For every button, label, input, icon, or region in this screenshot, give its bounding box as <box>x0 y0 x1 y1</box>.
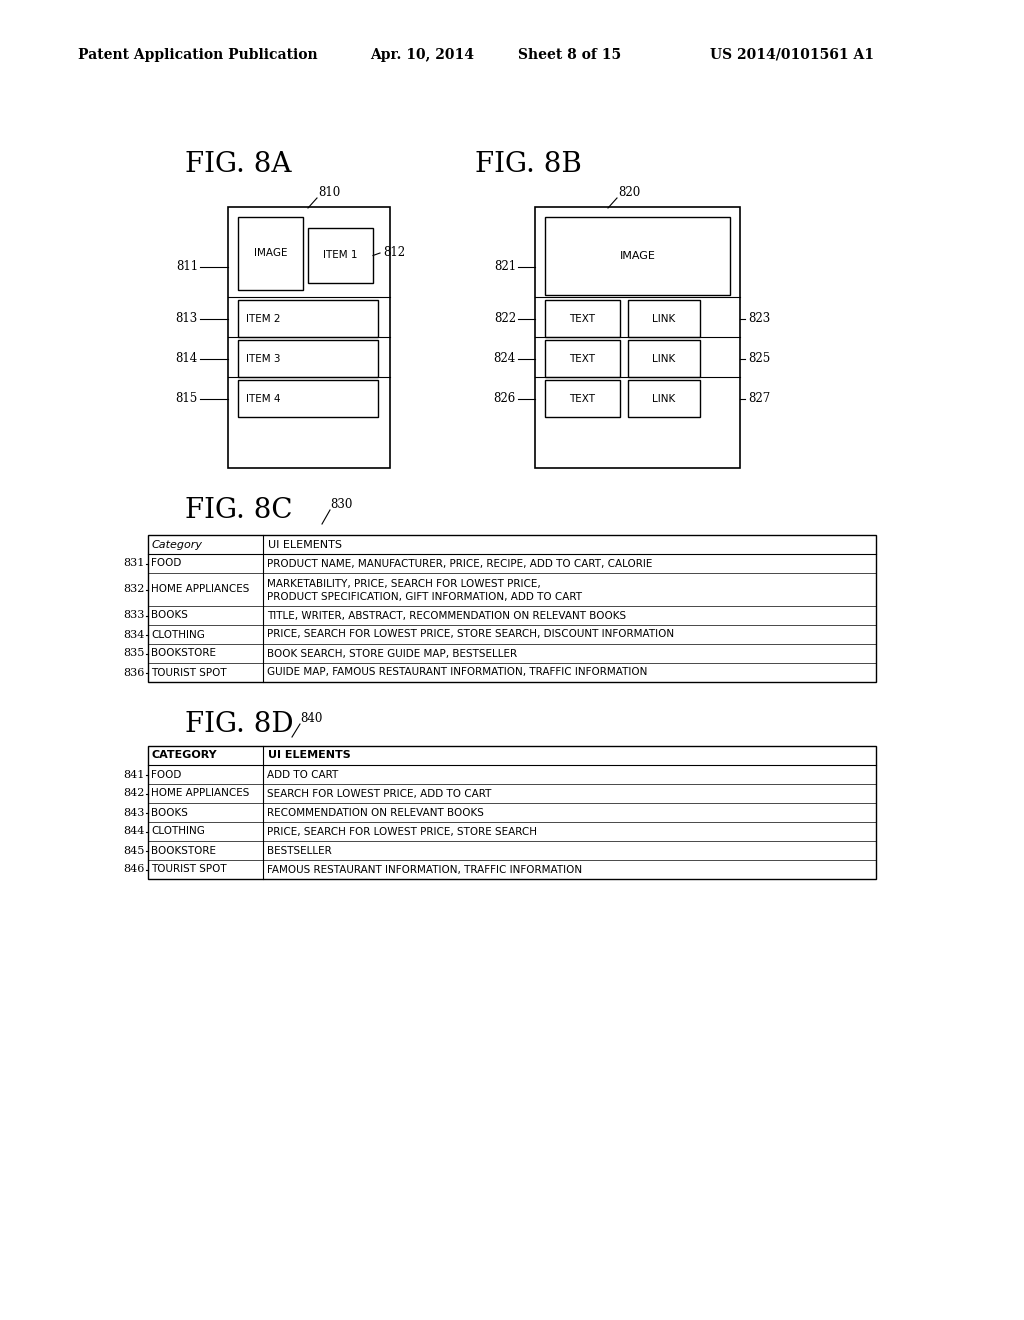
Text: UI ELEMENTS: UI ELEMENTS <box>268 540 342 549</box>
Text: LINK: LINK <box>652 393 676 404</box>
Text: TEXT: TEXT <box>569 354 596 363</box>
Text: TOURIST SPOT: TOURIST SPOT <box>151 865 226 874</box>
Text: 841: 841 <box>124 770 145 780</box>
Text: ADD TO CART: ADD TO CART <box>267 770 338 780</box>
Text: 844: 844 <box>124 826 145 837</box>
Text: BOOK SEARCH, STORE GUIDE MAP, BESTSELLER: BOOK SEARCH, STORE GUIDE MAP, BESTSELLER <box>267 648 517 659</box>
Text: 814: 814 <box>176 352 198 366</box>
Text: UI ELEMENTS: UI ELEMENTS <box>268 751 351 760</box>
Text: CLOTHING: CLOTHING <box>151 826 205 837</box>
Text: FIG. 8B: FIG. 8B <box>475 152 582 178</box>
Text: PRICE, SEARCH FOR LOWEST PRICE, STORE SEARCH, DISCOUNT INFORMATION: PRICE, SEARCH FOR LOWEST PRICE, STORE SE… <box>267 630 674 639</box>
Text: BESTSELLER: BESTSELLER <box>267 846 332 855</box>
Text: PRODUCT SPECIFICATION, GIFT INFORMATION, ADD TO CART: PRODUCT SPECIFICATION, GIFT INFORMATION,… <box>267 591 582 602</box>
Text: LINK: LINK <box>652 354 676 363</box>
Text: Patent Application Publication: Patent Application Publication <box>78 48 317 62</box>
Text: Apr. 10, 2014: Apr. 10, 2014 <box>370 48 474 62</box>
Text: 840: 840 <box>300 713 323 726</box>
Text: ITEM 2: ITEM 2 <box>246 314 281 323</box>
Text: 811: 811 <box>176 260 198 273</box>
Text: CATEGORY: CATEGORY <box>152 751 218 760</box>
Text: ITEM 4: ITEM 4 <box>246 393 281 404</box>
Text: 813: 813 <box>176 312 198 325</box>
Text: 826: 826 <box>494 392 516 405</box>
Text: US 2014/0101561 A1: US 2014/0101561 A1 <box>710 48 874 62</box>
Text: 845: 845 <box>124 846 145 855</box>
Text: 820: 820 <box>618 186 640 199</box>
Text: FIG. 8D: FIG. 8D <box>185 710 294 738</box>
Text: ITEM 1: ITEM 1 <box>324 251 357 260</box>
Text: RECOMMENDATION ON RELEVANT BOOKS: RECOMMENDATION ON RELEVANT BOOKS <box>267 808 484 817</box>
Text: FAMOUS RESTAURANT INFORMATION, TRAFFIC INFORMATION: FAMOUS RESTAURANT INFORMATION, TRAFFIC I… <box>267 865 582 874</box>
Bar <box>228 207 390 469</box>
Bar <box>628 341 700 378</box>
Text: Sheet 8 of 15: Sheet 8 of 15 <box>518 48 622 62</box>
Bar <box>238 216 303 290</box>
Text: 815: 815 <box>176 392 198 405</box>
Text: HOME APPLIANCES: HOME APPLIANCES <box>151 788 250 799</box>
Text: CLOTHING: CLOTHING <box>151 630 205 639</box>
Text: 824: 824 <box>494 352 516 366</box>
Text: FIG. 8C: FIG. 8C <box>185 496 293 524</box>
Text: IMAGE: IMAGE <box>620 251 655 261</box>
Text: 843: 843 <box>124 808 145 817</box>
Text: 832: 832 <box>124 585 145 594</box>
Bar <box>238 300 378 337</box>
Text: 834: 834 <box>124 630 145 639</box>
Bar <box>148 746 876 879</box>
Bar <box>545 216 730 294</box>
Text: HOME APPLIANCES: HOME APPLIANCES <box>151 585 250 594</box>
Text: 842: 842 <box>124 788 145 799</box>
Text: 835: 835 <box>124 648 145 659</box>
Text: 812: 812 <box>383 247 406 260</box>
Text: 810: 810 <box>318 186 340 199</box>
Text: 822: 822 <box>494 312 516 325</box>
Bar <box>308 228 373 282</box>
Text: 821: 821 <box>494 260 516 273</box>
Text: PRODUCT NAME, MANUFACTURER, PRICE, RECIPE, ADD TO CART, CALORIE: PRODUCT NAME, MANUFACTURER, PRICE, RECIP… <box>267 558 652 569</box>
Bar <box>628 380 700 417</box>
Text: LINK: LINK <box>652 314 676 323</box>
Text: 831: 831 <box>124 558 145 569</box>
Text: TEXT: TEXT <box>569 314 596 323</box>
Text: FIG. 8A: FIG. 8A <box>185 152 292 178</box>
Text: 825: 825 <box>748 352 770 366</box>
Text: Category: Category <box>152 540 203 549</box>
Text: ITEM 3: ITEM 3 <box>246 354 281 363</box>
Text: IMAGE: IMAGE <box>254 248 288 259</box>
Bar <box>545 300 620 337</box>
Text: 823: 823 <box>748 312 770 325</box>
Text: 827: 827 <box>748 392 770 405</box>
Text: MARKETABILITY, PRICE, SEARCH FOR LOWEST PRICE,: MARKETABILITY, PRICE, SEARCH FOR LOWEST … <box>267 578 541 589</box>
Bar <box>148 535 876 682</box>
Text: 833: 833 <box>124 610 145 620</box>
Bar <box>628 300 700 337</box>
Text: TOURIST SPOT: TOURIST SPOT <box>151 668 226 677</box>
Text: BOOKS: BOOKS <box>151 808 187 817</box>
Text: PRICE, SEARCH FOR LOWEST PRICE, STORE SEARCH: PRICE, SEARCH FOR LOWEST PRICE, STORE SE… <box>267 826 537 837</box>
Text: 846: 846 <box>124 865 145 874</box>
Text: FOOD: FOOD <box>151 558 181 569</box>
Bar <box>238 380 378 417</box>
Text: TITLE, WRITER, ABSTRACT, RECOMMENDATION ON RELEVANT BOOKS: TITLE, WRITER, ABSTRACT, RECOMMENDATION … <box>267 610 626 620</box>
Text: GUIDE MAP, FAMOUS RESTAURANT INFORMATION, TRAFFIC INFORMATION: GUIDE MAP, FAMOUS RESTAURANT INFORMATION… <box>267 668 647 677</box>
Text: BOOKS: BOOKS <box>151 610 187 620</box>
Bar <box>535 207 740 469</box>
Text: TEXT: TEXT <box>569 393 596 404</box>
Text: BOOKSTORE: BOOKSTORE <box>151 846 216 855</box>
Text: 830: 830 <box>330 499 352 511</box>
Bar <box>545 380 620 417</box>
Bar <box>545 341 620 378</box>
Text: SEARCH FOR LOWEST PRICE, ADD TO CART: SEARCH FOR LOWEST PRICE, ADD TO CART <box>267 788 492 799</box>
Text: BOOKSTORE: BOOKSTORE <box>151 648 216 659</box>
Bar <box>238 341 378 378</box>
Text: 836: 836 <box>124 668 145 677</box>
Text: FOOD: FOOD <box>151 770 181 780</box>
